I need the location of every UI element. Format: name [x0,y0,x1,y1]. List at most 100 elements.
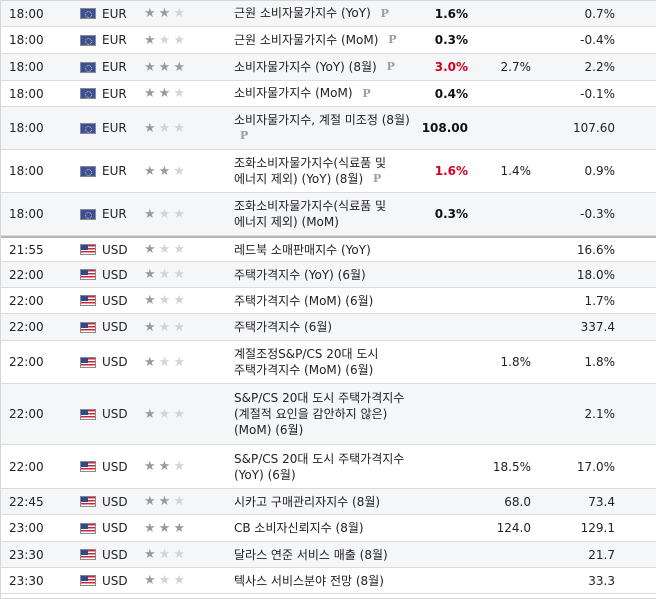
table-row[interactable]: 22:00 USD ★ ★ ★ 주택가격지수 (YoY) (6월) 18.0% [1,262,656,288]
star-icon: ★ [144,573,156,588]
star-icon: ★ [173,120,185,136]
star-icon: ★ [173,267,185,282]
country-flag-cell [80,107,96,149]
star-icon: ★ [173,86,185,101]
country-flag-cell [80,568,96,593]
currency-code: EUR [102,6,127,21]
flag-us-icon [80,549,96,560]
actual-value [416,314,468,340]
event-name-text[interactable]: 소비자물가지수 (YoY) (8월) P [234,59,395,74]
actual-value: 1.6% [434,164,468,178]
event-name[interactable]: 조화소비자물가지수(식료품 및 에너지 제외) (YoY) (8월) P [234,150,414,192]
table-row[interactable]: 23:30 USD ★ ★ ★ 텍사스 서비스분야 전망 (8월) 33.3 [1,568,656,594]
event-name[interactable]: CB 소비자신뢰지수 (8월) [234,515,414,541]
table-row[interactable]: 22:00 USD ★ ★ ★ 주택가격지수 (6월) 337.4 [1,314,656,341]
star-icon: ★ [144,459,156,474]
star-icon: ★ [173,520,185,536]
event-name[interactable]: S&P/CS 20대 도시 주택가격지수(계절적 요인을 감안하지 않은) (M… [234,384,414,444]
table-row[interactable]: 18:00 EUR ★ ★ ★ 근원 소비자물가지수 (MoM) P 0.3% -0.4% [1,27,656,54]
star-icon: ★ [173,293,185,308]
table-row[interactable]: 18:00 EUR ★ ★ ★ 소비자물가지수 (YoY) (8월) P 3.0% 2.7% 2… [1,54,656,81]
star-icon: ★ [173,59,185,75]
table-row[interactable]: 22:45 USD ★ ★ ★ 시카고 구매관리자지수 (8월) 68.0 73.4 [1,489,656,515]
event-name-text[interactable]: S&P/CS 20대 도시 주택가격지수 (YoY) (6월) [234,451,405,482]
table-row[interactable]: 22:00 USD ★ ★ ★ 주택가격지수 (MoM) (6월) 1.7% [1,288,656,314]
flag-us-icon [80,244,96,255]
flag-eu-icon [80,122,96,134]
country-flag-cell [80,1,96,26]
currency-code: EUR [102,164,127,178]
table-row[interactable]: 18:00 EUR ★ ★ ★ 근원 소비자물가지수 (YoY) P 1.6% 0.7% [1,1,656,27]
currency-code: USD [102,521,128,535]
event-name-text[interactable]: 시카고 구매관리자지수 (8월) [234,494,381,509]
event-name[interactable]: 계절조정S&P/CS 20대 도시 주택가격지수 (MoM) (6월) [234,341,414,383]
event-name-text[interactable]: 소비자물가지수 (MoM) P [234,86,371,101]
event-name-text[interactable]: 텍사스 서비스분야 전망 (8월) [234,573,384,588]
event-name[interactable]: 근원 소비자물가지수 (MoM) P [234,27,414,53]
table-row[interactable]: 18:00 EUR ★ ★ ★ 조화소비자물가지수(식료품 및 에너지 제외) (MoM)… [1,193,656,236]
event-name[interactable]: 조화소비자물가지수(식료품 및 에너지 제외) (MoM) [234,193,414,235]
event-name-text[interactable]: 소비자물가지수, 계절 미조정 (8월) P [234,112,410,143]
previous-value: 21.7 [588,547,615,562]
star-icon: ★ [144,319,156,335]
star-icon: ★ [158,293,171,308]
event-time: 22:00 [9,293,44,308]
preliminary-icon: P [372,172,382,186]
event-name-text[interactable]: 계절조정S&P/CS 20대 도시 주택가격지수 (MoM) (6월) [234,347,379,377]
table-row[interactable]: 18:00 EUR ★ ★ ★ 소비자물가지수 (MoM) P 0.4% -0.1% [1,81,656,107]
event-name[interactable]: 시카고 구매관리자지수 (8월) [234,489,414,514]
forecast-value: 1.4% [500,164,532,178]
currency-code: EUR [102,121,127,135]
star-icon: ★ [173,206,185,222]
currency-code: USD [102,293,128,308]
currency-code: USD [102,494,128,509]
table-row[interactable]: 22:00 USD ★ ★ ★ S&P/CS 20대 도시 주택가격지수(계절적 요인을 … [1,384,656,445]
event-name[interactable]: 주택가격지수 (YoY) (6월) [234,262,414,287]
event-name[interactable]: 주택가격지수 (MoM) (6월) [234,288,414,313]
table-row[interactable]: 18:00 EUR ★ ★ ★ 소비자물가지수, 계절 미조정 (8월) P 108.00 1… [1,107,656,150]
star-icon: ★ [158,32,171,48]
previous-value: -0.4% [580,33,615,47]
event-name-text[interactable]: 조화소비자물가지수(식료품 및 에너지 제외) (MoM) [234,199,387,229]
event-name[interactable]: 주택가격지수 (6월) [234,314,414,340]
event-name[interactable]: 달라스 연준 서비스 매출 (8월) [234,542,414,567]
event-name[interactable]: 소비자물가지수 (MoM) P [234,81,414,106]
star-icon: ★ [158,520,171,536]
event-name[interactable]: 근원 소비자물가지수 (YoY) P [234,1,414,26]
country-flag-cell [80,542,96,567]
table-row[interactable]: 21:55 USD ★ ★ ★ 레드북 소매판매지수 (YoY) 16.6% [1,236,656,262]
table-row[interactable]: 23:00 USD ★ ★ ★ CB 소비자신뢰지수 (8월) 124.0 129.1 [1,515,656,542]
star-icon: ★ [158,354,171,370]
event-name[interactable]: 소비자물가지수, 계절 미조정 (8월) P [234,107,414,149]
event-name[interactable]: 텍사스 서비스분야 전망 (8월) [234,568,414,593]
event-time: 18:00 [9,86,44,101]
star-icon: ★ [158,406,171,422]
flag-us-icon [80,269,96,280]
currency-code: EUR [102,207,127,221]
event-name-text[interactable]: 달라스 연준 서비스 매출 (8월) [234,547,388,562]
event-name-text[interactable]: 근원 소비자물가지수 (MoM) P [234,32,397,47]
event-name-text[interactable]: CB 소비자신뢰지수 (8월) [234,521,364,535]
importance-rating: ★ ★ ★ [144,489,200,514]
table-row[interactable]: 22:00 USD ★ ★ ★ S&P/CS 20대 도시 주택가격지수 (YoY) (6… [1,445,656,489]
event-name[interactable]: 소비자물가지수 (YoY) (8월) P [234,54,414,80]
event-name-text[interactable]: 조화소비자물가지수(식료품 및 에너지 제외) (YoY) (8월) P [234,155,387,186]
event-name-text[interactable]: S&P/CS 20대 도시 주택가격지수(계절적 요인을 감안하지 않은) (M… [234,391,405,437]
previous-value: 33.3 [588,573,615,588]
event-name-text[interactable]: 주택가격지수 (MoM) (6월) [234,293,374,308]
event-name[interactable]: 레드북 소매판매지수 (YoY) [234,238,414,261]
importance-rating: ★ ★ ★ [144,150,200,192]
star-icon: ★ [158,573,171,588]
preliminary-icon: P [240,129,249,143]
event-name[interactable]: S&P/CS 20대 도시 주택가격지수 (YoY) (6월) [234,445,414,488]
table-row[interactable]: 23:30 USD ★ ★ ★ 달라스 연준 서비스 매출 (8월) 21.7 [1,542,656,568]
country-flag-cell [80,288,96,313]
event-name-text[interactable]: 근원 소비자물가지수 (YoY) P [234,6,389,21]
event-name-text[interactable]: 주택가격지수 (YoY) (6월) [234,267,366,282]
event-name-text[interactable]: 레드북 소매판매지수 (YoY) [234,242,371,257]
event-name-text[interactable]: 주택가격지수 (6월) [234,320,333,334]
table-row[interactable]: 22:00 USD ★ ★ ★ 계절조정S&P/CS 20대 도시 주택가격지수 (MoM… [1,341,656,384]
country-flag-cell [80,81,96,106]
table-row[interactable]: 18:00 EUR ★ ★ ★ 조화소비자물가지수(식료품 및 에너지 제외) (YoY)… [1,150,656,193]
